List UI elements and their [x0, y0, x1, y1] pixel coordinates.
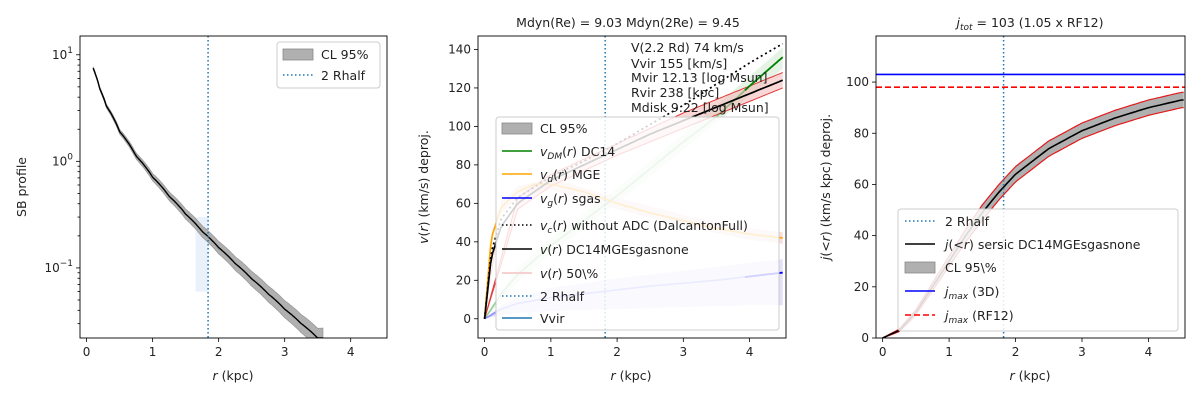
y-tick-label: 140 [448, 42, 471, 56]
x-tick-label: 3 [1078, 345, 1086, 359]
y-tick-label: 0 [463, 312, 471, 326]
legend-label-jmaxrf12: jmax (RF12) [943, 308, 1014, 326]
x-tick-label: 0 [83, 345, 91, 359]
legend-label-cl95: CL 95% [321, 47, 369, 62]
y-tick-label: 60 [854, 177, 869, 191]
x-tick-label: 3 [281, 345, 289, 359]
plot-frame [875, 35, 1186, 339]
panel-sb-profile: 0 1 2 3 4 10−1 100 101 r (kpc) SB profile CL 95… [14, 35, 388, 383]
legend-label-j: j(<r) sersic DC14MGEsgasnone [943, 237, 1141, 252]
x-tick-label: 1 [149, 345, 157, 359]
legend-swatch-cl95 [904, 261, 936, 274]
x-axis-label: r (kpc) [611, 368, 652, 383]
legend-label-cl95: CL 95% [540, 121, 588, 136]
x-tick-label: 0 [879, 345, 887, 359]
y-tick-label: 120 [448, 81, 471, 95]
y-axis-label: v(r) (km/s) deproj. [416, 130, 431, 244]
annotation-mdisk: Mdisk 9.22 [log Msun] [631, 100, 769, 115]
y-axis-label: SB profile [14, 157, 29, 217]
y-tick-label: 40 [854, 229, 869, 243]
y-tick-label: 101 [52, 46, 73, 62]
legend: CL 95% vDM(r) DC14 vd(r) MGE vg(r) sgas … [495, 116, 780, 331]
annotation-rvir: Rvir 238 [kpc] [631, 85, 719, 100]
annotation-block: V(2.2 Rd) 74 km/s Vvir 155 [km/s] Mvir 1… [631, 40, 769, 115]
y-axis-label: j(<r) (km/s kpc) deproj. [818, 114, 833, 262]
legend-label-jmax3d: jmax (3D) [943, 284, 999, 302]
legend-label-vd: vd(r) MGE [540, 167, 600, 185]
legend-swatch-cl95 [501, 122, 533, 135]
legend-label-rhalf: 2 Rhalf [945, 214, 990, 229]
sb-profile-band [92, 66, 324, 338]
legend-swatch-cl95 [282, 48, 314, 61]
y-tick-label: 20 [456, 273, 471, 287]
x-tick-label: 4 [347, 345, 355, 359]
legend: 2 Rhalf j(<r) sersic DC14MGEsgasnone CL … [897, 208, 1179, 332]
y-tick-label: 100 [52, 152, 73, 168]
series-line-tail-0 [744, 56, 784, 91]
x-tick-label: 3 [680, 345, 688, 359]
x-axis-label: r (kpc) [213, 368, 254, 383]
legend-label-v: v(r) DC14MGEsgasnone [540, 242, 689, 257]
legend-label-rhalf: 2 Rhalf [321, 68, 366, 83]
x-tick-label: 2 [215, 345, 223, 359]
legend-label-cl95: CL 95\% [945, 260, 997, 275]
x-tick-label: 2 [613, 345, 621, 359]
y-tick-label: 20 [854, 280, 869, 294]
legend: CL 95% 2 Rhalf [276, 41, 381, 89]
y-tick-label: 100 [448, 119, 471, 133]
legend-label-vvir: Vvir [540, 311, 565, 326]
panel-title: Mdyn(Re) = 9.03 Mdyn(2Re) = 9.45 [516, 15, 740, 30]
x-tick-label: 4 [1145, 345, 1153, 359]
plot-frame [79, 35, 388, 339]
x-tick-label: 4 [746, 345, 754, 359]
y-tick-label: 100 [846, 75, 869, 89]
y-tick-label: 80 [854, 126, 869, 140]
cl-band-3 [484, 72, 783, 319]
x-tick-label: 2 [1012, 345, 1020, 359]
y-tick-label: 80 [456, 158, 471, 172]
legend-label-rhalf: 2 Rhalf [540, 289, 585, 304]
x-tick-label: 0 [481, 345, 489, 359]
x-tick-label: 1 [945, 345, 953, 359]
y-tick-label: 40 [456, 235, 471, 249]
legend-label-v50: v(r) 50\% [540, 266, 598, 281]
legend-label-vg: vg(r) sgas [540, 191, 601, 209]
plot-frame [477, 35, 787, 339]
annotation-vvir: Vvir 155 [km/s] [631, 56, 727, 71]
y-tick-label: 60 [456, 196, 471, 210]
panel-title: jtot = 103 (1.05 x RF12) [954, 15, 1103, 33]
annotation-v22rd: V(2.2 Rd) 74 km/s [631, 40, 744, 55]
legend-label-vc: vc(r) without ADC (DalcantonFull) [540, 218, 748, 236]
x-axis-label: r (kpc) [1010, 368, 1051, 383]
y-tick-label: 10−1 [44, 259, 73, 275]
annotation-mvir: Mvir 12.13 [log Msun] [631, 70, 767, 85]
y-tick-label: 0 [861, 331, 869, 345]
x-tick-label: 1 [547, 345, 555, 359]
